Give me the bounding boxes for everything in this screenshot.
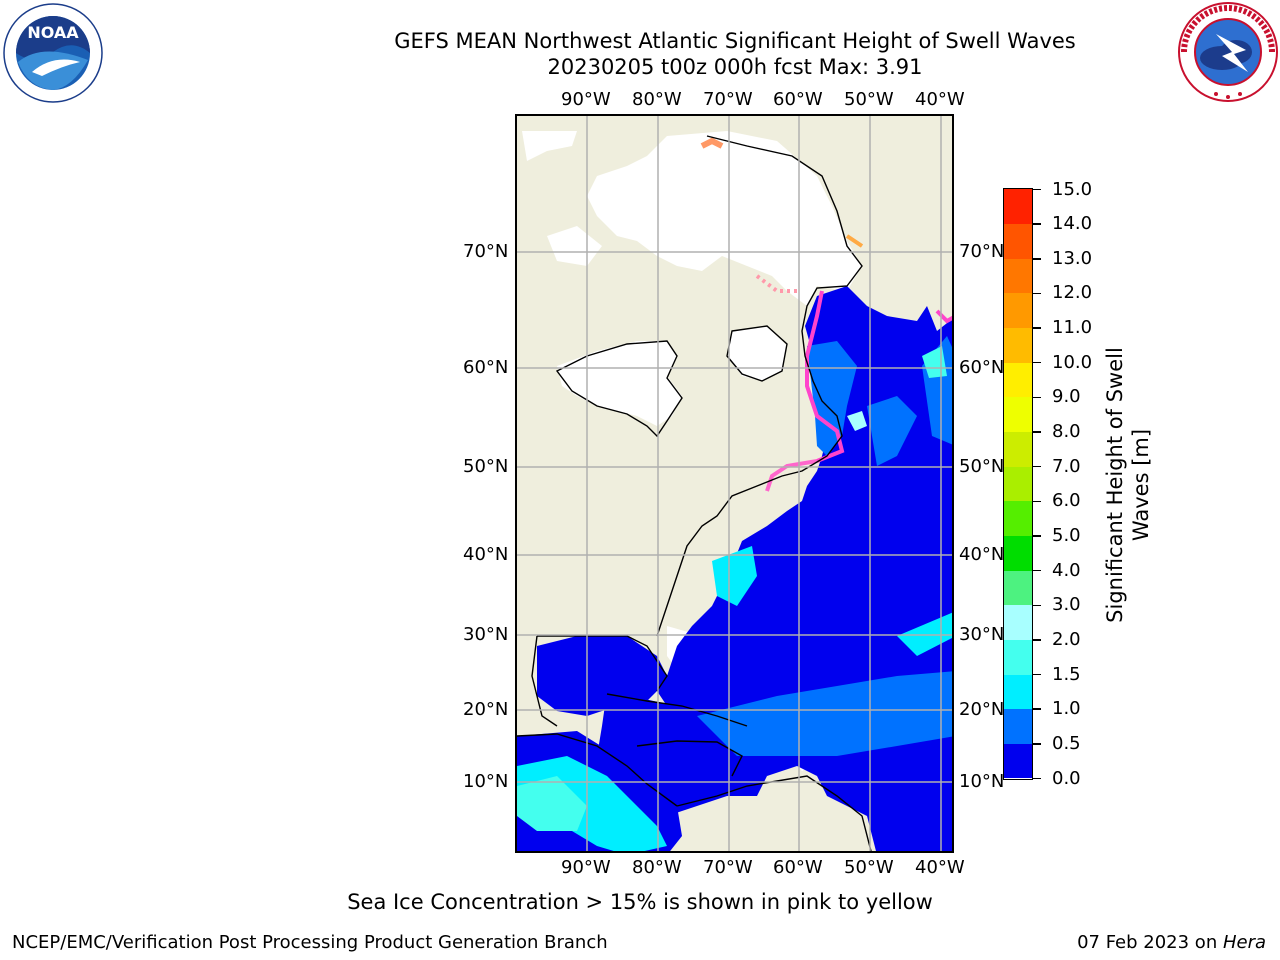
lat-label: 60°N bbox=[959, 357, 1005, 378]
lat-label: 40°N bbox=[959, 544, 1005, 565]
map-title: GEFS MEAN Northwest Atlantic Significant… bbox=[394, 29, 1076, 53]
colorbar-tick-label: 9.0 bbox=[1052, 386, 1081, 408]
colorbar-segment bbox=[1004, 639, 1032, 675]
map-canvas bbox=[517, 116, 952, 851]
lon-label: 60°W bbox=[773, 89, 823, 110]
map-subtitle: 20230205 t00z 000h fcst Max: 3.91 bbox=[547, 55, 923, 79]
colorbar-tick-mark bbox=[1033, 292, 1041, 295]
colorbar-tick-mark bbox=[1033, 777, 1041, 780]
colorbar-segment bbox=[1004, 674, 1032, 710]
colorbar-segment bbox=[1004, 292, 1032, 329]
sea-ice bbox=[700, 137, 952, 492]
lat-label: 70°N bbox=[959, 241, 1005, 262]
colorbar-segment bbox=[1004, 189, 1032, 225]
footer-date: 07 Feb 2023 on Hera bbox=[1077, 932, 1266, 953]
colorbar-segment bbox=[1004, 258, 1032, 294]
colorbar-tick-label: 0.5 bbox=[1052, 732, 1081, 754]
colorbar-segment bbox=[1004, 604, 1032, 640]
colorbar-tick-mark bbox=[1033, 431, 1041, 433]
footer-credit: NCEP/EMC/Verification Post Processing Pr… bbox=[12, 932, 608, 953]
lon-label: 80°W bbox=[632, 89, 682, 110]
colorbar-tick-mark bbox=[1033, 673, 1041, 676]
colorbar-tick-label: 6.0 bbox=[1052, 490, 1081, 512]
lon-label: 70°W bbox=[703, 857, 753, 878]
colorbar-tick-mark bbox=[1033, 223, 1041, 225]
sea-ice-note: Sea Ice Concentration > 15% is shown in … bbox=[0, 890, 1280, 914]
sea-ice-note-text: Sea Ice Concentration > 15% is shown in … bbox=[347, 890, 933, 914]
lat-label: 40°N bbox=[463, 544, 509, 565]
lat-label: 70°N bbox=[463, 241, 509, 262]
colorbar-segment bbox=[1004, 223, 1032, 259]
colorbar-segment bbox=[1004, 708, 1032, 744]
lon-label: 50°W bbox=[844, 89, 894, 110]
lon-label: 50°W bbox=[844, 857, 894, 878]
lon-label: 80°W bbox=[632, 857, 682, 878]
colorbar-tick-label: 5.0 bbox=[1052, 524, 1081, 546]
colorbar-tick-mark bbox=[1033, 743, 1041, 745]
colorbar-tick-mark bbox=[1033, 327, 1041, 329]
colorbar-tick-label: 3.0 bbox=[1052, 594, 1081, 616]
colorbar-tick-mark bbox=[1033, 708, 1041, 710]
footer-date-text: 07 Feb 2023 on bbox=[1077, 932, 1223, 953]
colorbar-segment bbox=[1004, 396, 1032, 433]
colorbar-tick-mark bbox=[1033, 258, 1041, 260]
colorbar-tick-label: 10.0 bbox=[1052, 351, 1093, 373]
lat-label: 60°N bbox=[463, 357, 509, 378]
colorbar-tick-mark bbox=[1033, 465, 1041, 468]
svg-text:NOAA: NOAA bbox=[27, 23, 79, 42]
colorbar-segment bbox=[1004, 570, 1032, 606]
colorbar-tick-label: 11.0 bbox=[1052, 317, 1093, 339]
lat-label: 20°N bbox=[463, 699, 509, 720]
colorbar-tick-label: 4.0 bbox=[1052, 559, 1081, 581]
lat-label: 50°N bbox=[959, 456, 1005, 477]
colorbar-segment bbox=[1004, 743, 1032, 779]
colorbar-tick-label: 12.0 bbox=[1052, 282, 1093, 304]
colorbar-segment bbox=[1004, 535, 1032, 571]
colorbar-tick-mark bbox=[1033, 188, 1041, 191]
colorbar-tick-mark bbox=[1033, 604, 1041, 606]
lat-label: 30°N bbox=[959, 624, 1005, 645]
colorbar-tick-mark bbox=[1033, 569, 1041, 572]
colorbar-label: Significant Height of Swell Waves [m] bbox=[1103, 347, 1153, 623]
colorbar-segment bbox=[1004, 362, 1032, 398]
colorbar-tick-label: 15.0 bbox=[1052, 178, 1093, 200]
colorbar-tick-label: 7.0 bbox=[1052, 455, 1081, 477]
colorbar-segment bbox=[1004, 466, 1032, 502]
colorbar-tick-mark bbox=[1033, 500, 1041, 503]
colorbar bbox=[1003, 188, 1033, 780]
noaa-logo: NOAA bbox=[2, 2, 104, 108]
lon-label: 90°W bbox=[561, 89, 611, 110]
lat-label: 10°N bbox=[463, 771, 509, 792]
colorbar-tick-label: 1.5 bbox=[1052, 663, 1081, 685]
graticule bbox=[517, 116, 952, 851]
lat-label: 50°N bbox=[463, 456, 509, 477]
colorbar-segment bbox=[1004, 500, 1032, 536]
lat-label: 20°N bbox=[959, 699, 1005, 720]
lon-label: 90°W bbox=[561, 857, 611, 878]
colorbar-tick-mark bbox=[1033, 639, 1041, 641]
lon-label: 40°W bbox=[915, 89, 965, 110]
lat-label: 30°N bbox=[463, 624, 509, 645]
colorbar-tick-mark bbox=[1033, 396, 1041, 399]
lon-label: 60°W bbox=[773, 857, 823, 878]
lat-label: 10°N bbox=[959, 771, 1005, 792]
colorbar-tick-mark bbox=[1033, 361, 1041, 364]
footer-host: Hera bbox=[1222, 932, 1266, 953]
colorbar-tick-label: 13.0 bbox=[1052, 247, 1093, 269]
colorbar-tick-mark bbox=[1033, 535, 1041, 537]
colorbar-tick-label: 8.0 bbox=[1052, 421, 1081, 443]
colorbar-tick-label: 2.0 bbox=[1052, 628, 1081, 650]
lon-label: 70°W bbox=[703, 89, 753, 110]
map-panel[interactable] bbox=[515, 114, 954, 853]
colorbar-tick-label: 0.0 bbox=[1052, 767, 1081, 789]
colorbar-segment bbox=[1004, 431, 1032, 467]
colorbar-tick-label: 14.0 bbox=[1052, 213, 1093, 235]
coastlines bbox=[517, 135, 872, 851]
nws-logo bbox=[1176, 0, 1280, 108]
colorbar-segment bbox=[1004, 327, 1032, 363]
lon-label: 40°W bbox=[915, 857, 965, 878]
colorbar-tick-label: 1.0 bbox=[1052, 698, 1081, 720]
